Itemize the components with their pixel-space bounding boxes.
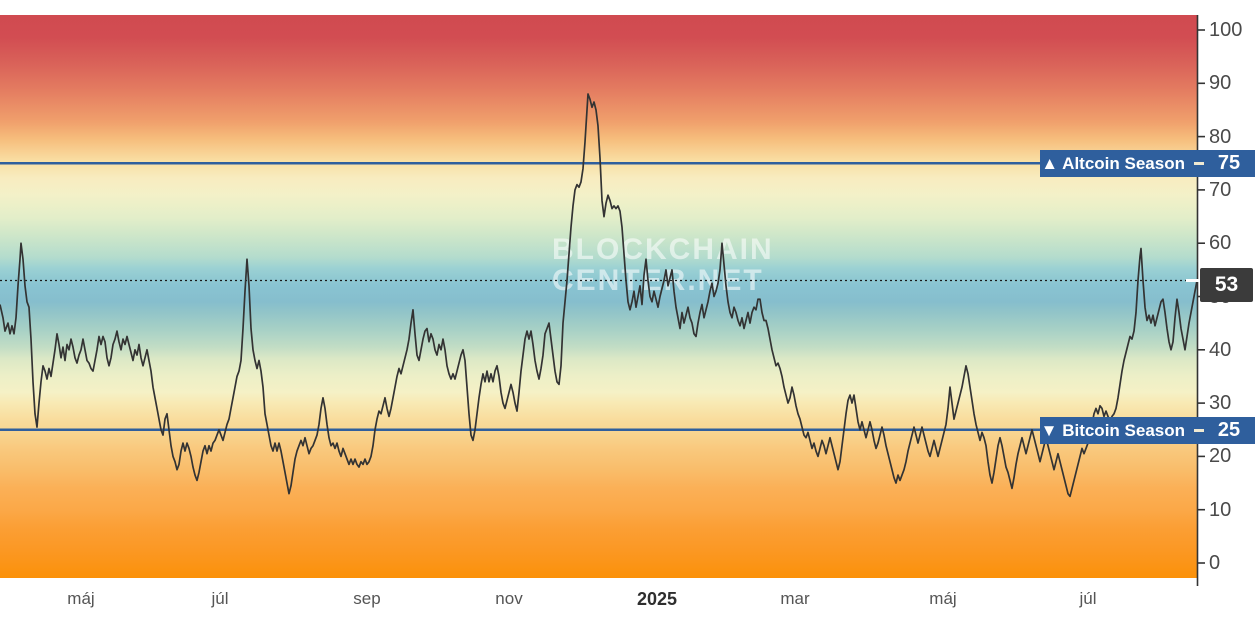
bitcoin-season-badge: ▼ Bitcoin Season 25 (1040, 417, 1255, 444)
y-tick-label-80: 80 (1209, 125, 1232, 148)
x-tick-label-sep: sep (353, 589, 381, 608)
altcoin-season-label: ▲ Altcoin Season (1041, 154, 1185, 173)
altcoin-season-badge: ▲ Altcoin Season 75 (1040, 150, 1255, 177)
y-tick-label-90: 90 (1209, 72, 1232, 95)
watermark-line2: CENTER.NET (552, 264, 764, 297)
y-tick-label-40: 40 (1209, 338, 1232, 361)
x-tick-label-júl: júl (211, 589, 229, 608)
y-tick-label-70: 70 (1209, 178, 1232, 201)
x-tick-label-2025: 2025 (636, 589, 678, 609)
bitcoin-threshold-value: 25 (1217, 419, 1241, 441)
x-tick-label-júl: júl (1079, 589, 1097, 608)
x-tick-label-máj: máj (67, 589, 95, 608)
y-tick-label-60: 60 (1209, 232, 1232, 255)
watermark: BLOCKCHAIN CENTER.NET (552, 234, 774, 296)
y-tick-label-20: 20 (1209, 445, 1232, 468)
bitcoin-axis-tick (1194, 429, 1204, 432)
y-tick-label-0: 0 (1209, 552, 1221, 574)
y-tick-label-30: 30 (1209, 392, 1232, 415)
y-tick-label-100: 100 (1209, 19, 1243, 41)
watermark-line1: BLOCKCHAIN (552, 233, 774, 266)
plot-area[interactable]: BLOCKCHAIN CENTER.NET (0, 15, 1197, 578)
y-tick-label-10: 10 (1209, 498, 1232, 521)
current-value: 53 (1214, 273, 1239, 296)
altcoin-axis-tick (1194, 162, 1204, 165)
current-value-badge: 53 (1200, 268, 1253, 302)
bitcoin-season-label: ▼ Bitcoin Season (1040, 421, 1185, 440)
x-tick-label-mar: mar (780, 589, 810, 608)
x-tick-label-máj: máj (929, 589, 957, 608)
altcoin-threshold-value: 75 (1217, 152, 1241, 174)
x-tick-label-nov: nov (495, 589, 523, 608)
current-value-axis-dash (1186, 279, 1200, 282)
